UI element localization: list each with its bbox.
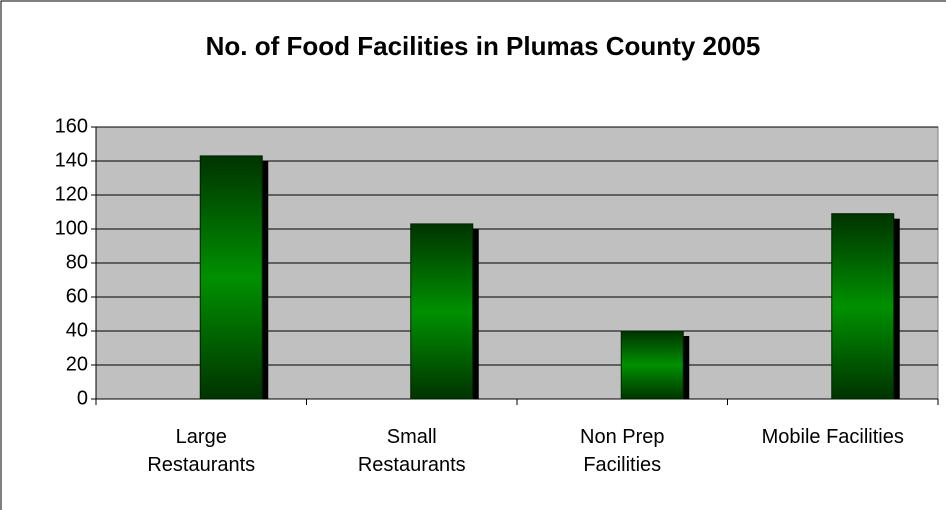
y-tick-label: 160 [55, 115, 88, 137]
y-tick-label: 20 [66, 353, 88, 375]
x-tick-label: Small Restaurants [357, 426, 466, 476]
y-tick-label: 60 [66, 285, 88, 307]
x-tick-label: Mobile Facilities [761, 426, 904, 448]
bar [199, 155, 263, 400]
chart-title: No. of Food Facilities in Plumas County … [206, 31, 761, 61]
bar [620, 330, 684, 400]
y-tick-label: 140 [55, 149, 88, 171]
y-tick-label: 0 [77, 387, 88, 409]
bar [831, 213, 895, 400]
y-tick-label: 120 [55, 183, 88, 205]
x-tick-label: Non Prep Facilities [580, 426, 665, 476]
y-tick-label: 80 [66, 251, 88, 273]
y-tick-label: 40 [66, 319, 88, 341]
bar [410, 223, 474, 400]
y-tick-label: 100 [55, 217, 88, 239]
x-tick-label: Large Restaurants [147, 426, 256, 476]
